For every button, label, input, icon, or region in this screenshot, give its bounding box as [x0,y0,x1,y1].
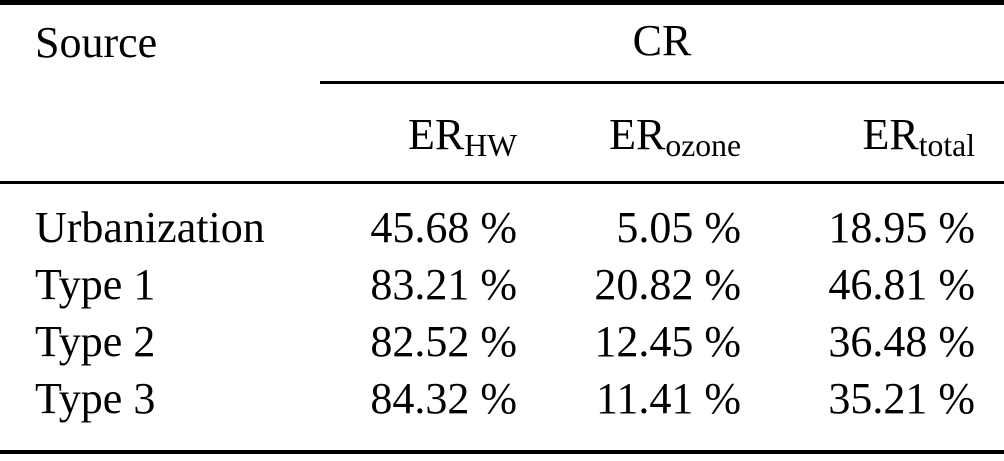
value-cell-er-total: 36.48 % [828,316,976,366]
value-cell-er-ozone: 11.41 % [595,373,741,423]
er-hw-base: ER [407,110,465,159]
source-column-header: Source [35,17,158,67]
er-hw-subscript: HW [464,127,517,163]
table-row-urbanization: Urbanization 45.68 % 5.05 % 18.95 % [0,183,1004,256]
value-cell-er-ozone: 5.05 % [616,202,741,252]
er-ozone-subscript: ozone [665,127,741,163]
column-header-row: ERHW ERozone ERtotal [0,82,1004,184]
value-cell-er-total: 35.21 % [828,373,976,423]
cr-group-header: CR [320,2,1004,84]
value-cell-er-hw: 45.68 % [370,202,517,252]
value-cell-er-ozone: 20.82 % [594,259,741,309]
empty-header-cell [0,82,320,184]
row-label: Type 2 [35,316,156,366]
row-label: Type 1 [35,259,156,309]
er-ozone-base: ER [609,110,666,159]
value-cell-er-ozone: 12.45 % [594,316,741,366]
col-header-er-hw: ERHW [320,82,520,184]
value-cell-er-total: 18.95 % [828,202,976,252]
value-cell-er-hw: 84.32 % [370,373,517,423]
er-total-base: ER [862,110,919,159]
table-row-type-2: Type 2 82.52 % 12.45 % 36.48 % [0,313,1004,370]
value-cell-er-hw: 83.21 % [370,259,517,309]
row-label: Type 3 [35,373,156,423]
value-cell-er-hw: 82.52 % [370,316,517,366]
group-header-row: Source CR [0,2,1004,84]
table-row-type-1: Type 1 83.21 % 20.82 % 46.81 % [0,256,1004,313]
row-label: Urbanization [35,202,265,252]
col-header-er-ozone: ERozone [520,82,744,184]
value-cell-er-total: 46.81 % [828,259,976,309]
er-total-subscript: total [918,127,976,163]
col-header-er-total: ERtotal [744,82,1004,184]
table-row-type-3: Type 3 84.32 % 11.41 % 35.21 % [0,370,1004,452]
